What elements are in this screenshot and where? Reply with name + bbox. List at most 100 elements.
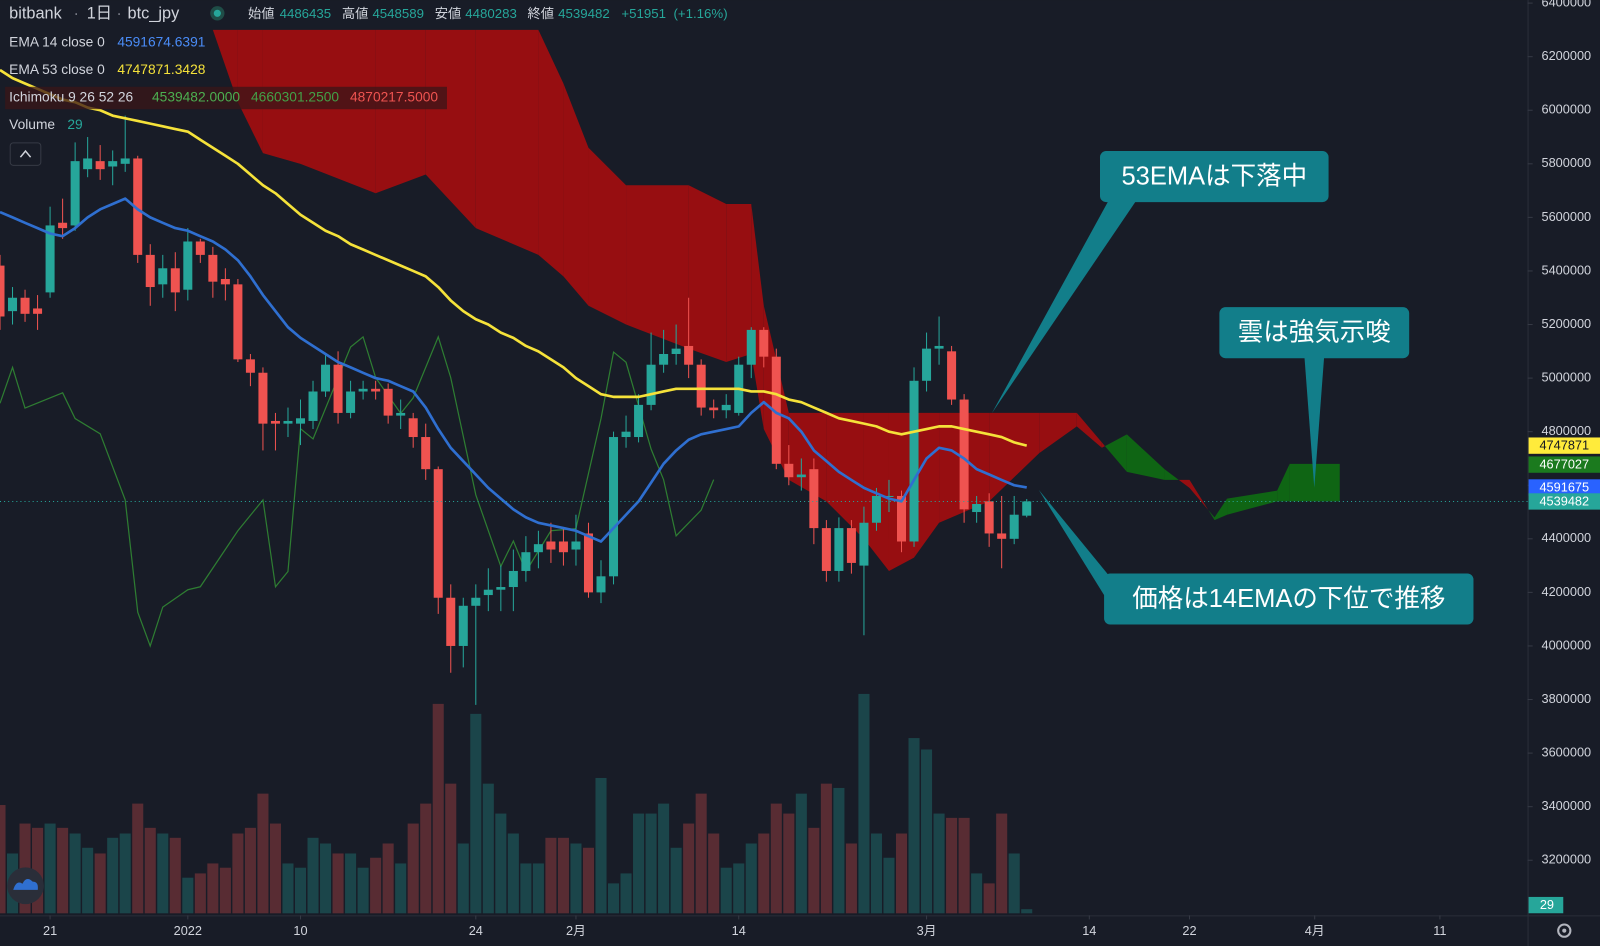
legend-label[interactable]: EMA 53 close 0 (9, 62, 105, 77)
y-tick-label: 3200000 (1542, 852, 1592, 867)
cloud (1208, 510, 1215, 521)
candle-body (158, 268, 168, 285)
volume-bar (507, 833, 519, 914)
volume-bar (833, 787, 845, 914)
candle-body (571, 541, 581, 550)
candle-body (959, 399, 969, 510)
volume-bar (395, 863, 407, 914)
candle-body (471, 597, 481, 606)
candle-body (396, 412, 406, 416)
collapse-icon (19, 149, 32, 158)
candle-body (70, 161, 80, 226)
volume-bar (633, 813, 645, 914)
candle-body (496, 587, 506, 590)
callout-text: 53EMAは下落中 (1121, 162, 1307, 190)
legend-label[interactable]: Ichimoku 9 26 52 26 (9, 90, 133, 105)
candle-body (659, 353, 669, 365)
y-tick-label: 6400000 (1542, 0, 1592, 9)
candle-body (621, 431, 631, 438)
legend-value: 4591674.6391 (117, 35, 205, 50)
y-tick-label: 6200000 (1542, 48, 1592, 63)
candle-body (195, 241, 205, 255)
x-tick-label: 14 (1082, 923, 1096, 938)
candle-body (784, 463, 794, 478)
volume-bar (207, 863, 219, 914)
axes: 3200000 3400000 3600000 3800000 4000000 42000… (43, 0, 1600, 938)
volume-bar (883, 857, 895, 914)
separator: · (73, 5, 78, 23)
volume-bar (445, 783, 457, 914)
symbol[interactable]: btc_jpy (128, 5, 181, 23)
volume-bar (895, 833, 908, 914)
volume-bar (432, 703, 444, 914)
cloud (1104, 434, 1127, 472)
volume-bar (407, 823, 419, 914)
ohlc-label: 始値 (248, 6, 275, 21)
cloud (1214, 498, 1228, 521)
volume-bar (908, 738, 920, 914)
volume-bar (870, 833, 882, 914)
candle-body (120, 158, 130, 164)
change: +51951 (621, 6, 666, 21)
legend-label[interactable]: EMA 14 close 0 (9, 35, 105, 50)
volume-bar (695, 793, 707, 914)
candle-body (846, 528, 856, 563)
volume-bar (420, 803, 432, 914)
volume-bar (595, 777, 607, 914)
volume-bar (132, 803, 144, 914)
volume-bar (683, 823, 695, 914)
volume-bar (645, 813, 657, 914)
ohlc-label: 安値 (435, 6, 462, 21)
candle-body (972, 503, 982, 513)
volume-bar (119, 833, 131, 914)
volume-bar (1021, 909, 1033, 914)
callout (1100, 151, 1329, 203)
legend-label[interactable]: Volume (9, 117, 55, 132)
volume-bar (282, 863, 294, 914)
collapse-button[interactable] (9, 142, 42, 166)
interval[interactable]: 1日 (87, 5, 112, 23)
volume-bar (294, 867, 307, 914)
volume-badge (1528, 896, 1564, 914)
volume-bar (32, 827, 44, 914)
legend-value: 4747871.3428 (117, 62, 205, 77)
cloud (1126, 434, 1165, 480)
cloud (626, 185, 689, 349)
callout-text: 価格は14EMAの下位で推移 (1132, 585, 1445, 613)
volume-bar (82, 847, 94, 914)
candle-body (258, 372, 268, 424)
price-badge-label: 4591675 (1539, 479, 1589, 494)
y-tick-label: 5000000 (1542, 369, 1592, 384)
candle-body (796, 474, 806, 478)
volume-bar (0, 805, 6, 914)
candle-body (934, 345, 944, 349)
volume-bar (582, 847, 595, 914)
callout (1219, 307, 1410, 359)
y-tick-label: 4800000 (1542, 423, 1592, 438)
volume-bar (1008, 853, 1020, 914)
candle-body (45, 225, 55, 293)
candle-body (546, 541, 556, 550)
volume-bar (370, 857, 382, 914)
candle-body (746, 329, 756, 365)
separator: · (116, 5, 121, 23)
candle-body (346, 391, 356, 413)
cloud (1277, 463, 1290, 502)
volume-bar (470, 713, 482, 914)
x-tick-label: 14 (732, 923, 746, 938)
candle-body (483, 589, 493, 596)
volume-bar (345, 853, 357, 914)
ohlc-value: 4539482 (558, 6, 610, 21)
cloud (1289, 463, 1340, 502)
candle-body (884, 495, 894, 497)
x-tick-label: 11 (1433, 923, 1446, 938)
settings-icon[interactable] (1557, 923, 1572, 938)
cloud (588, 147, 627, 325)
volume-bar (457, 843, 469, 914)
ohlc-label: 終値 (528, 6, 555, 21)
volume-bar (69, 833, 81, 914)
volume-bar (783, 813, 795, 914)
volume-bar (670, 847, 682, 914)
price-badge (1528, 493, 1600, 510)
candle-body (684, 345, 694, 365)
